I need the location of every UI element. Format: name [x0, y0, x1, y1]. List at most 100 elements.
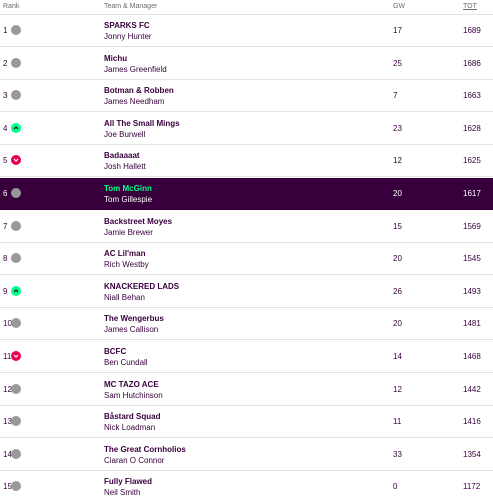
rank-value: 15: [3, 482, 12, 492]
rank-value: 8: [3, 254, 8, 264]
team-name[interactable]: The Great Cornholios: [104, 444, 186, 454]
table-row[interactable]: 14 The Great Cornholios Ciaran O Connor 33 1…: [0, 439, 493, 471]
gw-points: 15: [393, 221, 402, 231]
team-name[interactable]: Båstard Squad: [104, 412, 161, 422]
rank-value: 6: [3, 189, 8, 198]
gw-points: 17: [393, 26, 402, 35]
rank-value: 9: [3, 286, 8, 296]
team-manager-header: Team & Manager: [104, 3, 158, 10]
total-points: 1617: [463, 189, 481, 198]
gw-header: GW: [393, 3, 406, 10]
gw-points: 11: [393, 417, 402, 427]
rank-value: 1: [3, 26, 8, 35]
table-row[interactable]: 2 Michu James Greenfield 25 1686: [0, 48, 493, 80]
rank-value: 2: [3, 58, 8, 68]
gw-points: 20: [393, 319, 402, 329]
table-row[interactable]: 15 Fully Flawed Neil Smith 0 1172: [0, 471, 493, 500]
table-row[interactable]: 12 MC TAZO ACE Sam Hutchinson 12 1442: [0, 374, 493, 406]
total-points: 1172: [463, 482, 481, 492]
rank-value: 5: [3, 156, 8, 166]
rank-down-icon: [11, 351, 21, 361]
total-points: 1545: [463, 254, 481, 264]
gw-points: 0: [393, 482, 398, 492]
manager-name: Joe Burwell: [104, 129, 146, 139]
rank-header: Rank: [3, 3, 20, 10]
team-name[interactable]: The Wengerbus: [104, 314, 164, 324]
tot-header[interactable]: TOT: [463, 3, 477, 10]
rank-same-icon: [11, 448, 21, 459]
total-points: 1468: [463, 352, 481, 361]
manager-name: Tom Gillespie: [104, 195, 153, 204]
gw-points: 26: [393, 286, 402, 296]
total-points: 1686: [463, 58, 481, 68]
team-name[interactable]: AC Lil'man: [104, 249, 146, 259]
total-points: 1442: [463, 384, 481, 394]
manager-name: Ben Cundall: [104, 358, 148, 367]
table-row[interactable]: 1 SPARKS FC Jonny Hunter 17 1689: [0, 15, 493, 47]
total-points: 1416: [463, 417, 481, 427]
gw-points: 25: [393, 58, 402, 68]
team-name[interactable]: SPARKS FC: [104, 21, 150, 30]
total-points: 1689: [463, 26, 481, 35]
manager-name: Jamie Brewer: [104, 227, 153, 237]
rank-same-icon: [11, 57, 21, 68]
rank-same-icon: [11, 383, 21, 394]
table-row[interactable]: 6 Tom McGinn Tom Gillespie 20 1617: [0, 178, 493, 210]
gw-points: 20: [393, 189, 402, 198]
manager-name: Josh Hallett: [104, 162, 146, 172]
table-row[interactable]: 11 BCFC Ben Cundall 14 1468: [0, 341, 493, 373]
rank-up-icon: [11, 122, 21, 133]
manager-name: James Greenfield: [104, 64, 167, 74]
rank-value: 11: [3, 352, 12, 361]
gw-points: 12: [393, 156, 402, 166]
total-points: 1493: [463, 286, 481, 296]
table-row[interactable]: 7 Backstreet Moyes Jamie Brewer 15 1569: [0, 211, 493, 243]
manager-name: Sam Hutchinson: [104, 390, 163, 400]
rank-same-icon: [11, 90, 21, 101]
table-row[interactable]: 5 Badaaaat Josh Hallett 12 1625: [0, 145, 493, 178]
gw-points: 7: [393, 91, 398, 101]
table-row[interactable]: 10 The Wengerbus James Callison 20 1481: [0, 308, 493, 341]
rank-same-icon: [11, 220, 21, 231]
total-points: 1354: [463, 449, 481, 459]
rank-up-icon: [11, 285, 21, 296]
table-row[interactable]: 3 Botman & Robben James Needham 7 1663: [0, 80, 493, 113]
team-name[interactable]: Botman & Robben: [104, 86, 174, 96]
manager-name: James Needham: [104, 97, 165, 107]
team-name[interactable]: Michu: [104, 53, 128, 63]
rank-value: 3: [3, 91, 8, 101]
manager-name: Jonny Hunter: [104, 32, 152, 41]
team-name[interactable]: Tom McGinn: [104, 184, 152, 193]
manager-name: Ciaran O Connor: [104, 455, 165, 465]
manager-name: Nick Loadman: [104, 423, 156, 433]
table-row[interactable]: 8 AC Lil'man Rich Westby 20 1545: [0, 243, 493, 276]
gw-points: 12: [393, 384, 402, 394]
gw-points: 23: [393, 123, 402, 133]
rank-down-icon: [11, 155, 21, 166]
team-name[interactable]: MC TAZO ACE: [104, 379, 159, 389]
total-points: 1625: [463, 156, 481, 166]
rank-value: 7: [3, 221, 8, 231]
gw-points: 20: [393, 254, 402, 264]
rank-same-icon: [11, 481, 21, 492]
total-points: 1481: [463, 319, 481, 329]
team-name[interactable]: Fully Flawed: [104, 477, 153, 487]
table-row[interactable]: 9 KNACKERED LADS Niall Behan 26 1493: [0, 276, 493, 308]
team-name[interactable]: Badaaaat: [104, 151, 140, 161]
table-row[interactable]: 4 All The Small Mings Joe Burwell 23 1628: [0, 113, 493, 145]
rank-value: 4: [3, 123, 8, 133]
gw-points: 14: [393, 352, 402, 361]
team-name[interactable]: BCFC: [104, 347, 127, 356]
team-name[interactable]: All The Small Mings: [104, 118, 180, 128]
manager-name: Niall Behan: [104, 292, 145, 302]
table-row[interactable]: 13 Båstard Squad Nick Loadman 11 1416: [0, 406, 493, 439]
rank-same-icon: [11, 253, 21, 264]
team-name[interactable]: KNACKERED LADS: [104, 281, 180, 291]
rank-same-icon: [11, 416, 21, 427]
rank-value: 14: [3, 449, 12, 459]
team-name[interactable]: Backstreet Moyes: [104, 216, 173, 226]
manager-name: Rich Westby: [104, 260, 149, 270]
total-points: 1628: [463, 123, 481, 133]
manager-name: Neil Smith: [104, 488, 141, 498]
